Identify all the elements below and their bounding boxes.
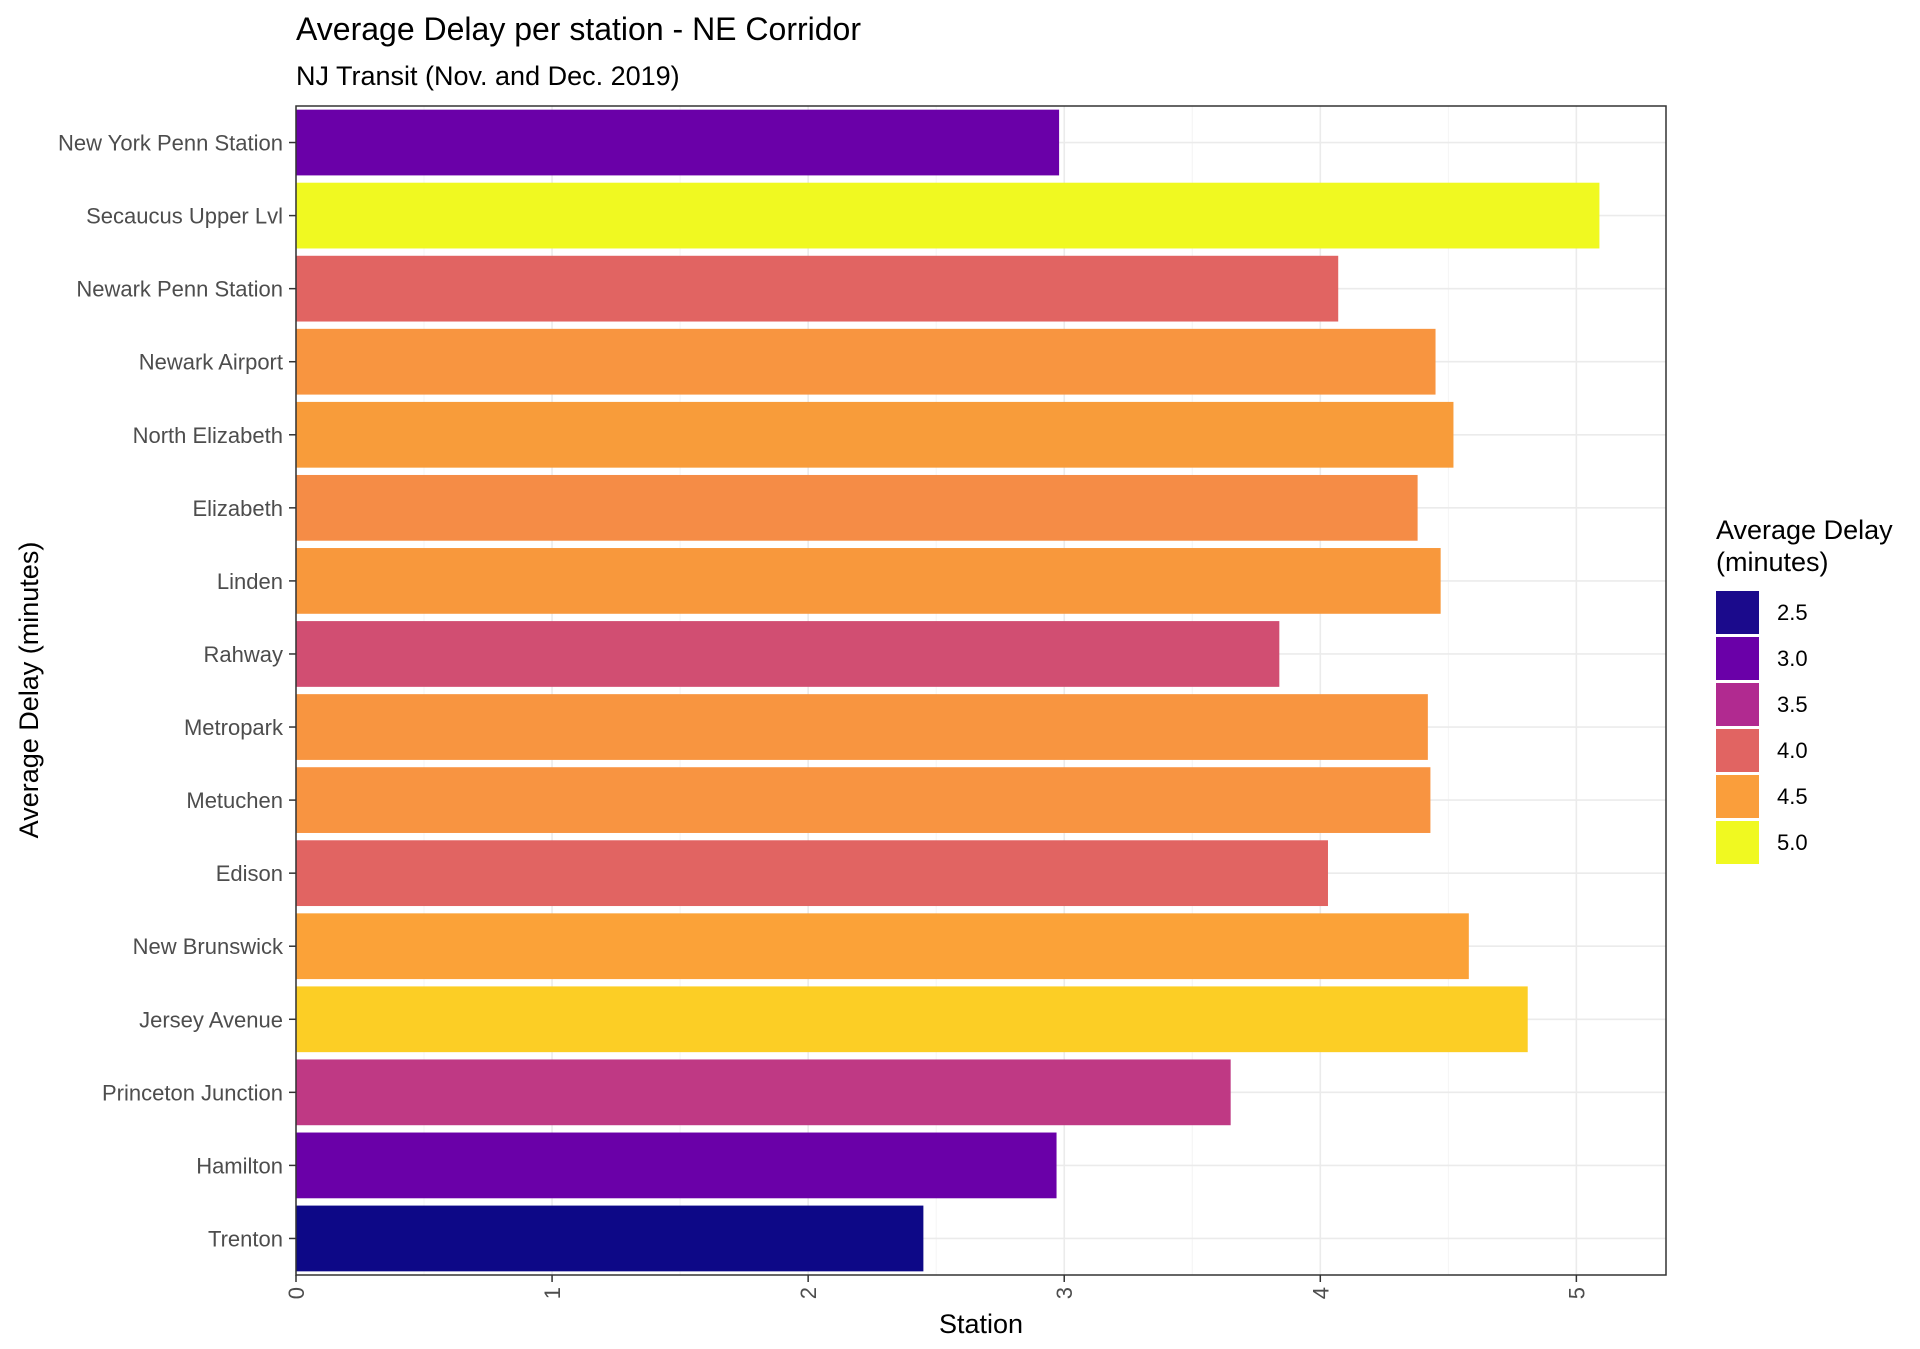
y-tick-label: Elizabeth (192, 496, 283, 521)
legend-label: 2.5 (1777, 600, 1808, 625)
bars (296, 109, 1600, 1272)
bar-8 (296, 621, 1280, 687)
x-tick-label: 0 (284, 1287, 309, 1299)
legend-title: (minutes) (1716, 547, 1829, 577)
legend-title: Average Delay (1716, 515, 1893, 545)
chart-title: Average Delay per station - NE Corridor (296, 11, 861, 47)
legend-key (1716, 729, 1759, 772)
legend-key (1716, 637, 1759, 680)
x-tick-label: 3 (1052, 1287, 1077, 1299)
x-tick-label: 4 (1308, 1287, 1333, 1299)
legend-label: 4.0 (1777, 738, 1808, 763)
y-tick-label: North Elizabeth (133, 423, 283, 448)
y-tick-label: Linden (217, 569, 283, 594)
y-tick-label: Princeton Junction (102, 1080, 283, 1105)
x-tick-label: 5 (1564, 1287, 1589, 1299)
y-tick-label: Hamilton (196, 1153, 283, 1178)
bar-1 (296, 109, 1060, 176)
bar-14 (296, 1059, 1231, 1126)
legend-label: 3.5 (1777, 692, 1808, 717)
bar-12 (296, 913, 1469, 980)
x-tick-label: 2 (796, 1287, 821, 1299)
legend-key (1716, 775, 1759, 818)
x-tick-label: 1 (540, 1287, 565, 1299)
bar-11 (296, 840, 1328, 907)
y-tick-label: Secaucus Upper Lvl (86, 204, 283, 229)
legend-label: 3.0 (1777, 646, 1808, 671)
y-tick-label: Trenton (208, 1226, 283, 1251)
legend-label: 5.0 (1777, 830, 1808, 855)
y-tick-label: Metuchen (186, 788, 283, 813)
bar-4 (296, 328, 1436, 395)
legend-key (1716, 683, 1759, 726)
bar-10 (296, 767, 1431, 833)
y-tick-label: New Brunswick (133, 934, 284, 959)
y-axis-title: Average Delay (minutes) (14, 542, 44, 839)
x-axis: 0 1 2 3 4 5 (284, 1275, 1589, 1299)
legend: Average Delay(minutes) 2.5 3.0 3.5 4.0 4.5 5.0 (1716, 515, 1893, 864)
y-tick-label: Edison (216, 861, 283, 886)
x-axis-title: Station (939, 1309, 1023, 1339)
bar-6 (296, 474, 1418, 541)
bar-9 (296, 694, 1428, 760)
plot-panel-border (295, 105, 1667, 1276)
y-tick-label: Newark Penn Station (76, 277, 283, 302)
bar-3 (296, 255, 1339, 322)
bar-15 (296, 1132, 1057, 1199)
bar-16 (296, 1205, 924, 1272)
y-tick-label: Newark Airport (139, 350, 283, 375)
legend-key (1716, 821, 1759, 864)
chart-subtitle: NJ Transit (Nov. and Dec. 2019) (296, 61, 680, 91)
legend-key (1716, 591, 1759, 634)
y-tick-label: Metropark (184, 715, 284, 740)
y-tick-label: Jersey Avenue (139, 1007, 283, 1032)
y-tick-label: Rahway (204, 642, 283, 667)
bar-13 (296, 986, 1528, 1053)
bar-7 (296, 548, 1441, 614)
legend-label: 4.5 (1777, 784, 1808, 809)
bar-2 (296, 182, 1600, 249)
y-tick-label: New York Penn Station (58, 131, 283, 156)
y-axis: New York Penn Station Secaucus Upper Lvl N… (58, 131, 296, 1251)
bar-5 (296, 401, 1454, 468)
